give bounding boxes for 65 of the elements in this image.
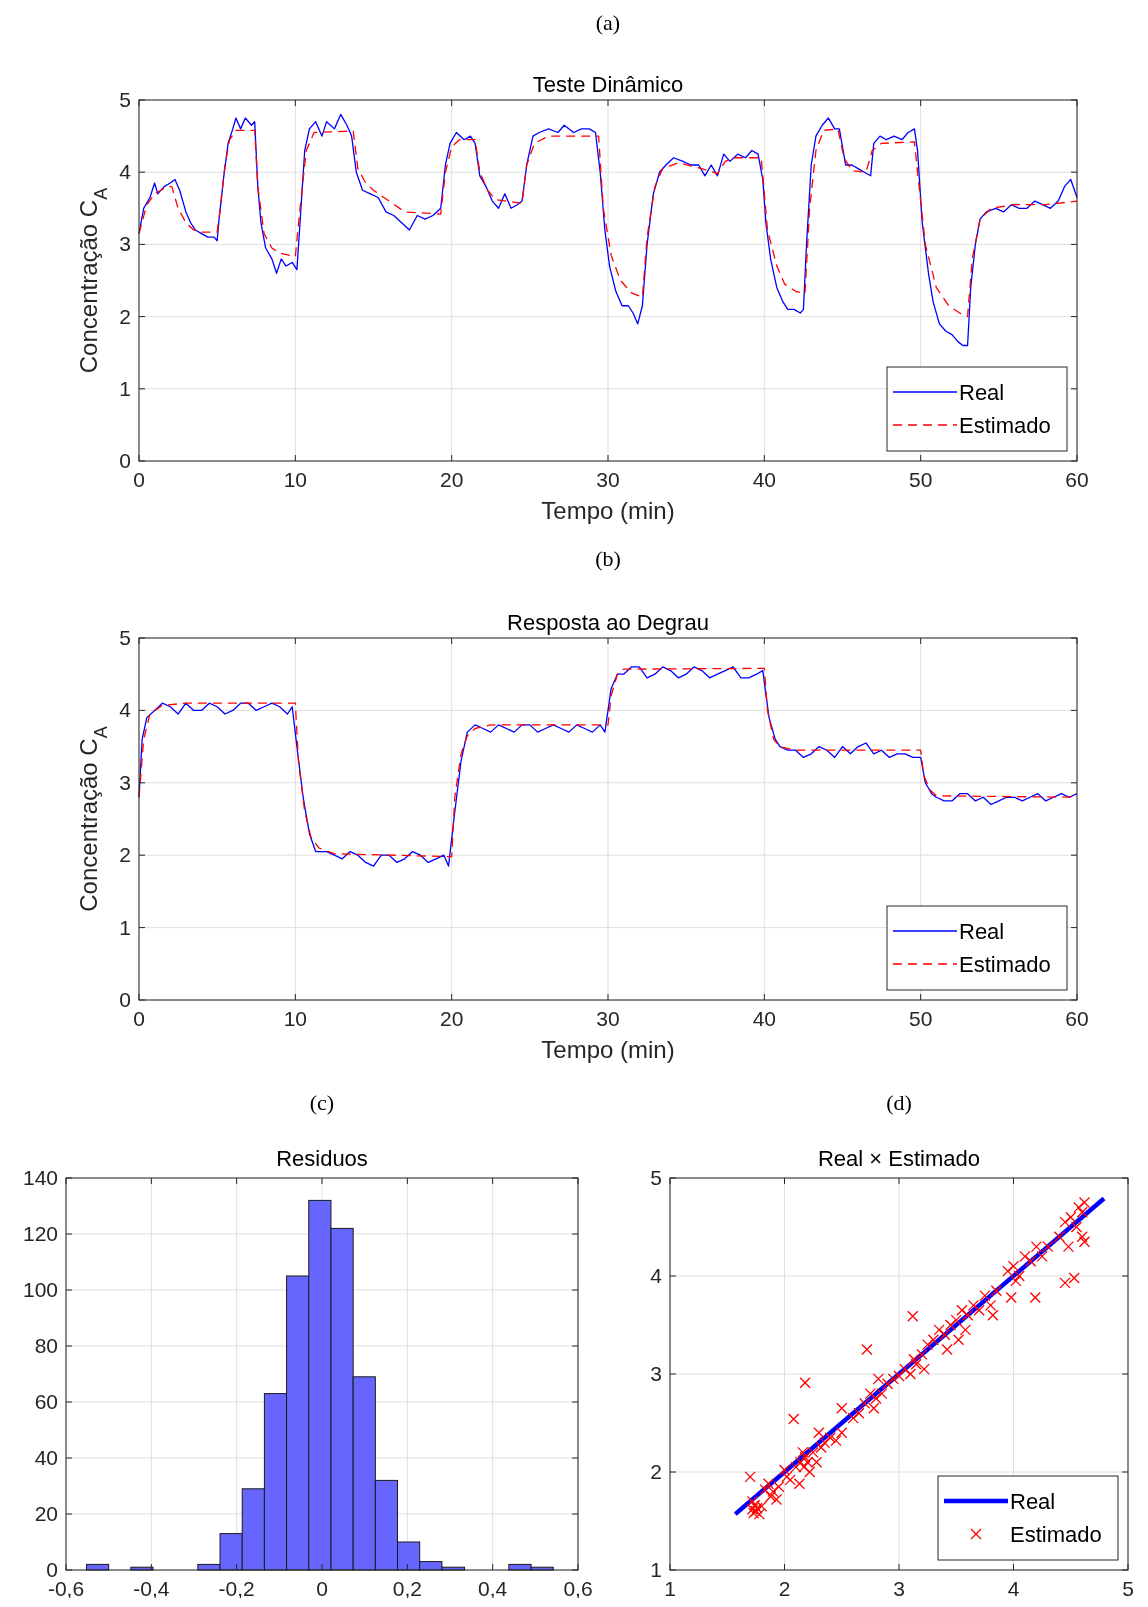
x-tick-label: 3	[893, 1577, 905, 1600]
x-tick-label: 30	[596, 1007, 620, 1030]
x-tick-label: 1	[664, 1577, 676, 1600]
line-series	[138, 113, 1078, 347]
y-tick-label: 5	[119, 88, 131, 111]
y-tick-label: 4	[119, 160, 132, 184]
y-tick-label: 20	[34, 1502, 58, 1525]
x-tick-label: 60	[1065, 1007, 1089, 1030]
y-tick-label: 80	[34, 1334, 58, 1357]
line-series	[138, 128, 1078, 318]
x-tick-label: -0,2	[218, 1577, 255, 1600]
x-tick-label: 40	[752, 468, 777, 491]
y-tick-label: 5	[650, 1166, 662, 1189]
y-tick-label: 4	[650, 1264, 663, 1287]
x-tick-label: 60	[1065, 468, 1089, 491]
chart-title: Residuos	[276, 1146, 368, 1171]
y-tick-label: 1	[650, 1558, 662, 1581]
x-tick-label: 0,4	[478, 1577, 508, 1600]
x-tick-label: 5	[1122, 1577, 1134, 1600]
x-tick-label: 10	[283, 468, 308, 491]
y-tick-label: 120	[22, 1222, 58, 1245]
x-tick-label: 0,6	[563, 1577, 593, 1600]
y-tick-label: 3	[119, 232, 131, 256]
text: (d)	[886, 1090, 912, 1115]
text: (b)	[595, 546, 621, 571]
x-tick-label: 50	[908, 468, 933, 491]
y-tick-label: 100	[22, 1278, 58, 1301]
x-tick-label: 0	[316, 1577, 328, 1600]
y-tick-label: 40	[34, 1446, 58, 1469]
legend-label: Real	[959, 919, 1005, 944]
y-tick-label: 0	[119, 988, 131, 1011]
chart-title: Teste Dinâmico	[532, 72, 684, 97]
x-tick-label: 30	[596, 468, 620, 491]
x-tick-label: 2	[778, 1577, 791, 1600]
y-tick-label: 1	[119, 915, 131, 939]
chart-title: Resposta ao Degrau	[507, 610, 709, 635]
x-tick-label: -0,4	[133, 1577, 170, 1600]
y-tick-label: 2	[119, 843, 131, 867]
y-tick-label: 60	[34, 1390, 58, 1413]
y-tick-label: 1	[119, 376, 131, 400]
text: (a)	[595, 10, 621, 35]
x-tick-label: 10	[283, 1007, 308, 1030]
text: (c)	[309, 1090, 335, 1115]
legend-label: Real	[959, 380, 1005, 405]
y-tick-label: 3	[119, 770, 131, 794]
y-tick-label: 0	[119, 449, 131, 472]
y-tick-label: 3	[650, 1362, 662, 1385]
legend-label: Estimado	[959, 413, 1051, 438]
legend-label: Estimado	[1010, 1522, 1102, 1547]
chart-title: Real × Estimado	[817, 1146, 981, 1171]
legend-label: Real	[1010, 1489, 1056, 1514]
x-tick-label: 0,2	[392, 1577, 422, 1600]
y-tick-label: 140	[22, 1166, 58, 1189]
y-tick-label: 2	[119, 304, 131, 328]
y-tick-label: 2	[650, 1460, 662, 1483]
x-tick-label: 4	[1007, 1577, 1020, 1600]
x-tick-label: 50	[908, 1007, 933, 1030]
y-tick-label: 4	[119, 698, 132, 722]
x-tick-label: 20	[439, 468, 464, 491]
x-axis-title: Tempo (min)	[541, 1036, 675, 1063]
x-axis-title: Tempo (min)	[541, 497, 675, 524]
legend-label: Estimado	[959, 952, 1051, 977]
x-tick-label: 20	[439, 1007, 464, 1030]
x-tick-label: 40	[752, 1007, 777, 1030]
y-tick-label: 5	[119, 626, 131, 649]
